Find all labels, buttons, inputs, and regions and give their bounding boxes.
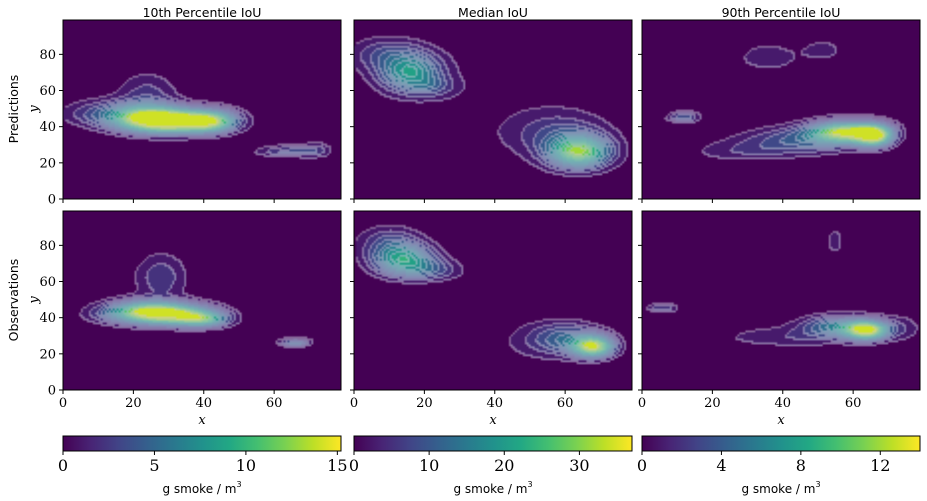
y-tick-label: 20 — [39, 156, 56, 171]
panels-group: 0 20 40 60 80 0 20 40 60 0 20 40 60 80 0 20 40 60 0 20 40 60 — [39, 19, 921, 411]
colorbar-1: 0 5 10 15 — [58, 435, 348, 475]
y-tick-label: 20 — [39, 347, 56, 362]
axes-frame — [353, 210, 633, 391]
x-tick-label: 40 — [486, 396, 503, 411]
axes-frame — [62, 19, 342, 200]
x-tick-label: 20 — [704, 396, 721, 411]
x-axis-label-col2: x — [489, 413, 497, 428]
panel-1-2 — [350, 19, 633, 203]
colorbar-2: 0 10 20 30 — [349, 435, 633, 475]
contour-field — [354, 211, 632, 390]
colorbar-tick-label: 0 — [58, 456, 68, 475]
panel-1-1: 0 20 40 60 80 — [39, 19, 342, 208]
colorbar-label-2: g smoke / m3 — [453, 480, 532, 496]
y-tick-label: 60 — [39, 275, 56, 290]
panel-2-1: 0 20 40 60 0 20 40 60 80 — [39, 210, 342, 411]
x-tick-label: 40 — [195, 396, 212, 411]
colorbar-tick-label: 15 — [327, 456, 347, 475]
panel-1-3 — [638, 19, 921, 203]
colorbar-gradient — [641, 435, 921, 452]
axes-frame — [641, 19, 921, 200]
x-axis-label-col3: x — [777, 413, 785, 428]
colorbar-tick-label: 8 — [796, 456, 806, 475]
contour-field — [63, 211, 341, 390]
x-tick-label: 20 — [416, 396, 433, 411]
y-tick-label: 0 — [48, 193, 56, 208]
panel-2-2: 0 20 40 60 — [350, 210, 633, 411]
contour-field — [642, 211, 920, 390]
column-title-2: Median IoU — [458, 5, 528, 20]
colorbar-tick-label: 4 — [716, 456, 726, 475]
colorbar-tick-label: 0 — [637, 456, 647, 475]
panel-2-3: 0 20 40 60 — [638, 210, 921, 411]
y-tick-label: 80 — [39, 48, 56, 63]
colorbar-tick-label: 10 — [419, 456, 439, 475]
column-title-1: 10th Percentile IoU — [143, 5, 262, 20]
x-tick-label: 0 — [638, 396, 646, 411]
y-axis-label-row2: y — [27, 296, 42, 305]
colorbar-tick-label: 12 — [870, 456, 890, 475]
colorbar-tick-label: 10 — [236, 456, 256, 475]
contour-field — [63, 20, 341, 199]
row-label-observations: Observations — [6, 259, 21, 342]
column-title-3: 90th Percentile IoU — [722, 5, 841, 20]
y-tick-label: 60 — [39, 84, 56, 99]
x-tick-label: 0 — [350, 396, 358, 411]
colorbar-tick-label: 0 — [349, 456, 359, 475]
contour-field — [354, 20, 632, 199]
colorbar-tick-label: 30 — [569, 456, 589, 475]
colorbar-3: 0 4 8 12 — [637, 435, 921, 475]
axes-frame — [62, 210, 342, 391]
y-axis-label-row1: y — [27, 105, 42, 114]
x-tick-label: 60 — [266, 396, 283, 411]
colorbar-label-3: g smoke / m3 — [741, 480, 820, 496]
colorbar-tick-label: 20 — [494, 456, 514, 475]
x-tick-label: 40 — [774, 396, 791, 411]
contour-field — [642, 20, 920, 199]
y-tick-label: 0 — [48, 384, 56, 399]
colorbar-label-1: g smoke / m3 — [162, 480, 241, 496]
y-tick-label: 80 — [39, 239, 56, 254]
x-tick-label: 60 — [845, 396, 862, 411]
x-tick-label: 20 — [125, 396, 142, 411]
x-tick-label: 0 — [59, 396, 67, 411]
row-label-predictions: Predictions — [6, 75, 21, 144]
y-tick-label: 40 — [39, 120, 56, 135]
x-axis-label-col1: x — [198, 413, 206, 428]
x-tick-label: 60 — [557, 396, 574, 411]
axes-frame — [641, 210, 921, 391]
colorbar-gradient — [353, 435, 633, 452]
y-tick-label: 40 — [39, 311, 56, 326]
colorbar-tick-label: 5 — [149, 456, 159, 475]
axes-frame — [353, 19, 633, 200]
colorbars-group: 0 5 10 15 0 10 20 30 0 4 8 12 — [58, 435, 921, 475]
colorbar-gradient — [62, 435, 342, 452]
